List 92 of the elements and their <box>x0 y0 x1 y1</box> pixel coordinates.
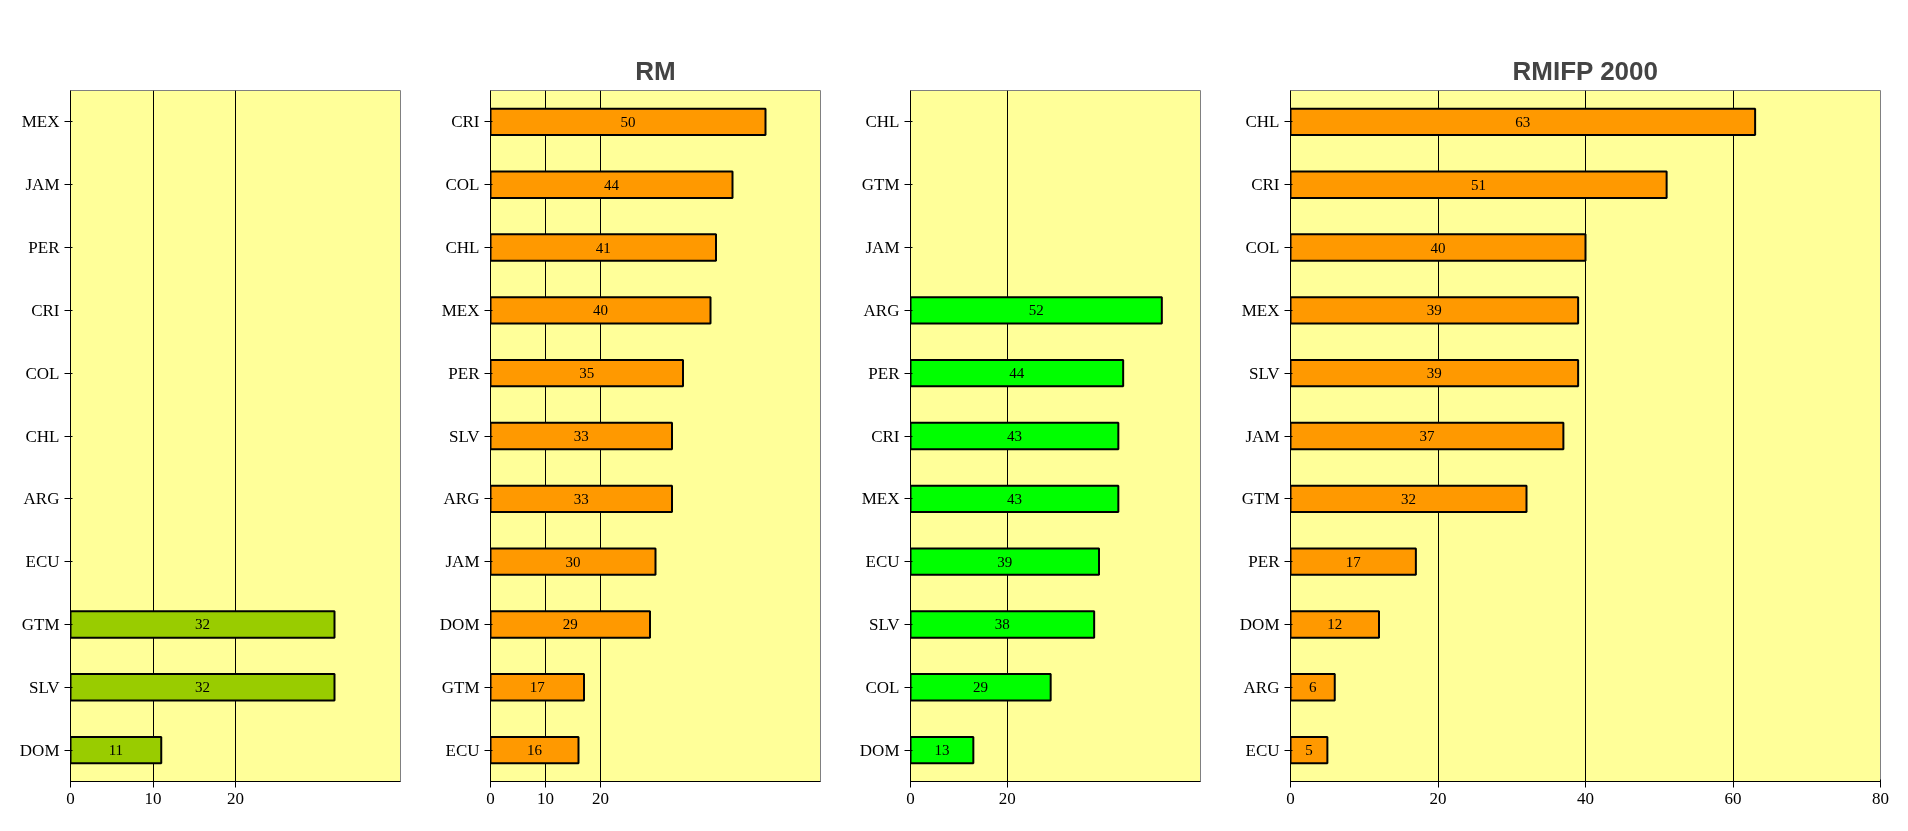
data-label: 44 <box>604 176 620 193</box>
y-tick-label: COL <box>1245 238 1280 258</box>
y-tick-label: SLV <box>448 426 481 446</box>
data-label: 32 <box>195 616 210 633</box>
data-label: 11 <box>108 742 124 759</box>
data-label: 40 <box>1430 239 1446 256</box>
y-tick-label: CRI <box>31 300 60 320</box>
data-label: 35 <box>579 365 595 382</box>
data-label: 33 <box>573 428 589 444</box>
data-label: 39 <box>997 553 1013 570</box>
y-tick-label: ECU <box>865 552 900 572</box>
y-tick-label: ARG <box>1243 677 1280 697</box>
y-tick-label: JAM <box>1245 426 1280 446</box>
data-label: 32 <box>195 679 210 696</box>
x-tick-label: 20 <box>227 788 244 808</box>
y-tick-label: COL <box>445 175 480 195</box>
y-tick-label: DOM <box>1239 614 1280 634</box>
x-tick-label: 20 <box>592 788 609 808</box>
y-tick-label: CRI <box>1251 175 1280 195</box>
data-label: 40 <box>593 302 608 319</box>
y-tick-label: CHL <box>1245 112 1280 132</box>
x-tick-label: 0 <box>906 788 915 808</box>
y-tick-label: CHL <box>25 426 60 446</box>
data-label: 43 <box>1006 490 1022 507</box>
x-tick-label: 10 <box>537 788 554 808</box>
data-label: 17 <box>529 679 546 696</box>
y-tick-label: JAM <box>445 552 480 572</box>
y-tick-label: CRI <box>871 426 900 446</box>
data-label: 5 <box>1305 742 1313 759</box>
data-label: 6 <box>1308 679 1317 696</box>
y-tick-label: CHL <box>865 112 900 132</box>
data-label: 29 <box>973 679 989 696</box>
x-tick-label: 60 <box>1724 788 1742 808</box>
data-label: 32 <box>1401 490 1416 507</box>
data-label: 39 <box>1426 302 1442 319</box>
data-label: 51 <box>1471 176 1487 193</box>
y-tick-label: COL <box>865 677 900 697</box>
x-tick-label: 20 <box>998 788 1016 808</box>
chart-title: RM <box>635 55 676 86</box>
chart-title: RMIFP 2000 <box>1512 55 1659 86</box>
data-label: 30 <box>565 553 581 570</box>
x-tick-label: 0 <box>486 788 495 808</box>
y-tick-label: DOM <box>19 740 60 760</box>
data-label: 16 <box>527 742 543 759</box>
data-label: 44 <box>1009 365 1025 382</box>
y-tick-label: ECU <box>1245 740 1280 760</box>
y-tick-label: SLV <box>28 677 61 697</box>
data-label: 13 <box>934 742 950 759</box>
data-label: 63 <box>1515 113 1531 130</box>
x-tick-label: 80 <box>1872 788 1889 808</box>
y-tick-label: JAM <box>25 175 60 195</box>
y-tick-label: ECU <box>445 740 480 760</box>
x-tick-label: 0 <box>1286 788 1295 808</box>
y-tick-label: MEX <box>441 300 480 320</box>
x-tick-label: 40 <box>1577 788 1594 808</box>
data-label: 12 <box>1327 616 1343 633</box>
y-tick-label: GTM <box>1241 489 1280 509</box>
y-tick-label: DOM <box>859 740 900 760</box>
x-tick-label: 0 <box>66 788 75 808</box>
y-tick-label: PER <box>1248 552 1281 572</box>
data-label: 33 <box>573 490 589 507</box>
y-tick-label: GTM <box>861 175 900 195</box>
data-label: 50 <box>620 113 636 130</box>
data-label: 39 <box>1426 365 1442 382</box>
data-label: 43 <box>1006 428 1022 444</box>
y-tick-label: CHL <box>445 238 480 258</box>
y-tick-label: MEX <box>1241 300 1280 320</box>
x-tick-label: 20 <box>1429 788 1447 808</box>
data-label: 29 <box>562 616 578 633</box>
y-tick-label: GTM <box>441 677 480 697</box>
y-tick-label: MEX <box>21 112 60 132</box>
y-tick-label: SLV <box>868 614 901 634</box>
data-label: 37 <box>1419 428 1435 444</box>
y-tick-label: ECU <box>25 552 60 572</box>
y-tick-label: MEX <box>861 489 900 509</box>
y-tick-label: JAM <box>865 238 900 258</box>
y-tick-label: PER <box>28 238 61 258</box>
y-tick-label: SLV <box>1248 363 1281 383</box>
y-tick-label: ARG <box>443 489 480 509</box>
y-tick-label: CRI <box>451 112 480 132</box>
y-tick-label: DOM <box>439 614 480 634</box>
data-label: 38 <box>994 616 1010 633</box>
y-tick-label: PER <box>448 363 481 383</box>
data-label: 17 <box>1345 553 1362 570</box>
y-tick-label: ARG <box>23 489 60 509</box>
data-label: 52 <box>1028 302 1044 319</box>
y-tick-label: PER <box>868 363 901 383</box>
y-tick-label: GTM <box>21 614 60 634</box>
y-tick-label: ARG <box>863 300 900 320</box>
y-tick-label: COL <box>25 363 60 383</box>
x-tick-label: 10 <box>144 788 162 808</box>
data-label: 41 <box>595 239 611 256</box>
